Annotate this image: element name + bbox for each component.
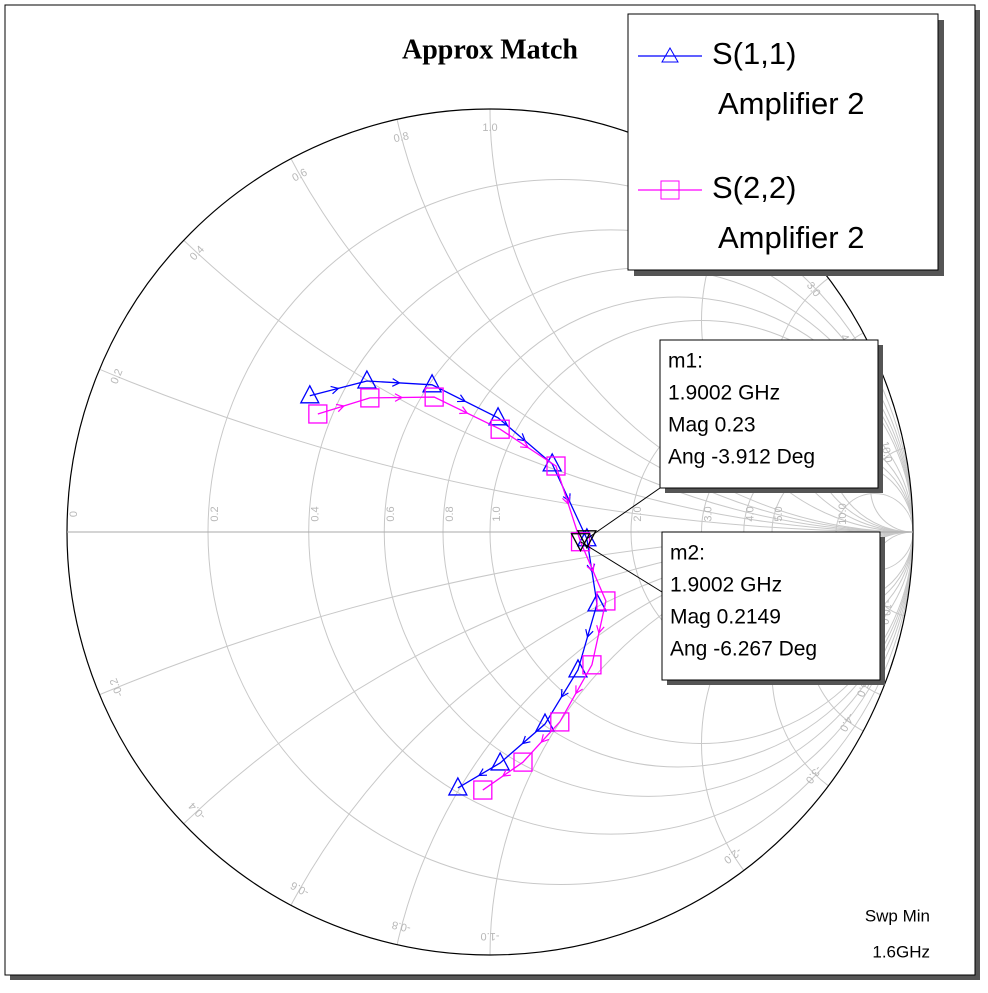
resistance-label: 3.0 [702, 506, 714, 521]
marker-text: 1.9002 GHz [668, 382, 780, 405]
legend: S(1,1) Amplifier 2 S(2,2) Amplifier 2 [628, 14, 944, 276]
resistance-label: 0.4 [310, 506, 322, 521]
marker-text: m1: [668, 350, 703, 373]
legend-label: S(1,1) [712, 36, 796, 71]
marker-text: Mag 0.2149 [670, 606, 781, 629]
marker-text: 1.9002 GHz [670, 574, 782, 597]
chart-title: Approx Match [402, 34, 578, 65]
resistance-label: 0.6 [385, 506, 397, 521]
marker-text: Ang -3.912 Deg [668, 446, 815, 469]
sweep-value: 1.6GHz [872, 942, 930, 961]
resistance-label: 4.0 [745, 506, 757, 521]
legend-label: S(2,2) [712, 170, 796, 205]
resistance-label: 0.2 [209, 506, 221, 521]
resistance-label: 10.0 [837, 503, 849, 524]
resistance-label: 5.0 [773, 506, 785, 521]
marker-text: Ang -6.267 Deg [670, 638, 817, 661]
resistance-label: 2.0 [632, 506, 644, 521]
legend-document: Amplifier 2 [718, 86, 864, 121]
reactance-label: 1.0 [482, 122, 497, 134]
resistance-label: 0.8 [444, 506, 456, 521]
legend-document: Amplifier 2 [718, 220, 864, 255]
marker-text: Mag 0.23 [668, 414, 756, 437]
resistance-label: 0 [68, 511, 80, 517]
marker-text: m2: [670, 542, 705, 565]
resistance-label: 1.0 [491, 506, 503, 521]
reactance-label: -1.0 [481, 930, 500, 942]
sweep-label: Swp Min [865, 906, 930, 925]
